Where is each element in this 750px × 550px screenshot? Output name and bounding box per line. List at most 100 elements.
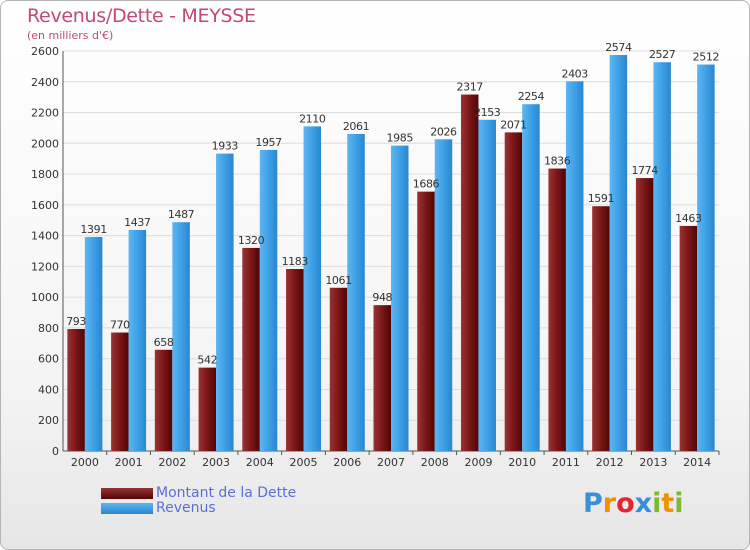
bar-revenus: [84, 237, 103, 451]
bar-dette: [111, 332, 129, 451]
value-label: 770: [110, 319, 130, 332]
y-tick-label: 0: [52, 445, 59, 458]
bar-dette: [679, 225, 698, 451]
bar-revenus: [565, 81, 584, 452]
y-tick-label: 2600: [31, 45, 59, 58]
value-label: 1933: [212, 140, 239, 153]
value-label: 2254: [518, 90, 545, 103]
y-tick-label: 400: [38, 383, 59, 396]
x-tick-label: 2005: [290, 456, 318, 469]
y-tick-label: 600: [38, 353, 59, 366]
bar-dette: [635, 178, 654, 452]
bar-revenus: [478, 119, 496, 452]
bar-dette: [154, 349, 173, 451]
value-label: 1183: [282, 255, 309, 268]
value-label: 1985: [387, 132, 414, 145]
legend-swatch-debt: [101, 488, 153, 499]
y-tick-label: 1600: [31, 199, 59, 212]
x-tick-label: 2010: [508, 456, 536, 469]
bar-revenus: [172, 222, 190, 451]
bar-dette: [460, 94, 479, 452]
bar-revenus: [216, 153, 234, 451]
bar-dette: [373, 305, 391, 451]
logo-letter: o: [616, 488, 635, 519]
bar-revenus: [697, 64, 715, 452]
value-label: 2153: [474, 106, 501, 119]
x-tick-label: 2011: [552, 456, 580, 469]
value-label: 2574: [605, 41, 632, 54]
bar-revenus: [347, 133, 365, 451]
bar-dette: [548, 168, 566, 452]
bar-revenus: [609, 55, 628, 451]
y-tick-label: 1000: [31, 291, 59, 304]
bar-dette: [198, 367, 217, 451]
x-tick-label: 2014: [683, 456, 711, 469]
legend-label-debt: Montant de la Dette: [156, 485, 297, 501]
y-tick-label: 1400: [31, 230, 59, 243]
value-label: 2527: [649, 48, 676, 61]
bar-revenus: [259, 149, 278, 451]
bar-revenus: [391, 145, 409, 451]
bar-dette: [329, 287, 348, 451]
y-tick-label: 2200: [31, 107, 59, 120]
value-label: 948: [372, 291, 392, 304]
proxiti-logo: Proxiti: [583, 488, 684, 519]
value-label: 1437: [124, 216, 151, 229]
x-tick-label: 2013: [639, 456, 667, 469]
x-tick-label: 2001: [115, 456, 143, 469]
y-tick-label: 1200: [31, 260, 59, 273]
bar-revenus: [128, 229, 147, 451]
value-label: 2071: [500, 118, 526, 131]
value-label: 658: [154, 336, 174, 349]
logo-letter: t: [661, 488, 675, 519]
bar-revenus: [522, 104, 540, 451]
value-label: 1686: [413, 178, 440, 191]
bar-revenus: [303, 126, 322, 451]
x-tick-label: 2000: [71, 456, 99, 469]
bar-dette: [286, 269, 304, 451]
legend-label-revenus: Revenus: [156, 500, 216, 516]
y-tick-label: 1800: [31, 168, 59, 181]
value-label: 542: [197, 354, 217, 367]
x-tick-label: 2002: [158, 456, 186, 469]
chart-title: Revenus/Dette - MEYSSE: [27, 5, 256, 27]
x-tick-label: 2012: [596, 456, 624, 469]
value-label: 2403: [561, 67, 588, 80]
value-label: 793: [66, 315, 86, 328]
bar-dette: [592, 206, 610, 451]
legend-swatch-revenus: [101, 503, 153, 514]
y-tick-label: 800: [38, 322, 59, 335]
value-label: 2061: [343, 120, 369, 133]
y-tick-label: 200: [38, 414, 59, 427]
value-label: 1487: [168, 208, 195, 221]
value-label: 1957: [255, 136, 282, 149]
value-label: 2512: [693, 51, 719, 64]
logo-letter: i: [652, 488, 662, 519]
y-tick-label: 2400: [31, 76, 59, 89]
value-label: 1463: [675, 212, 702, 225]
value-label: 1591: [588, 192, 614, 205]
bar-dette: [67, 329, 85, 451]
value-label: 2110: [299, 112, 326, 125]
x-tick-label: 2009: [464, 456, 492, 469]
x-tick-label: 2008: [421, 456, 449, 469]
bar-revenus: [434, 139, 453, 452]
y-tick-label: 2000: [31, 137, 59, 150]
x-tick-label: 2006: [333, 456, 361, 469]
bar-dette: [504, 132, 523, 451]
logo-letter: r: [602, 488, 617, 519]
x-tick-label: 2007: [377, 456, 405, 469]
bar-revenus: [653, 62, 671, 451]
bar-dette: [242, 247, 260, 451]
value-label: 1391: [80, 223, 106, 236]
logo-letter: i: [674, 488, 684, 519]
logo-letter: P: [583, 488, 603, 519]
value-label: 1061: [325, 274, 351, 287]
value-label: 2026: [430, 125, 457, 138]
value-label: 2317: [457, 81, 484, 94]
value-label: 1774: [631, 164, 658, 177]
value-label: 1320: [238, 234, 265, 247]
x-tick-label: 2003: [202, 456, 230, 469]
